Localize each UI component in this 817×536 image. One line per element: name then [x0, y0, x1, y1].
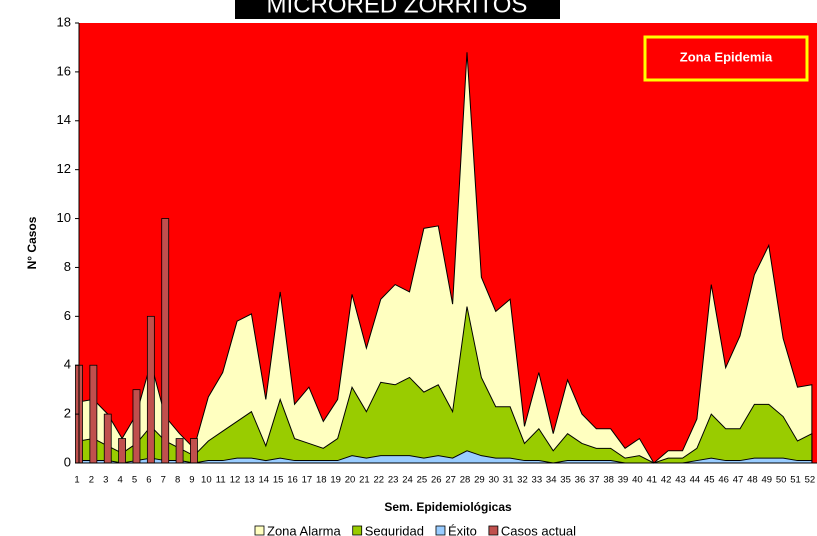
x-tick-label: 7 — [161, 475, 166, 486]
bar — [118, 438, 127, 464]
y-axis-label: N° Casos — [25, 216, 39, 269]
legend-label: Zona Alarma — [267, 523, 341, 536]
legend-swatch — [435, 525, 446, 536]
legend-label: Éxito — [448, 523, 477, 536]
bar — [161, 218, 170, 464]
x-tick-label: 46 — [718, 475, 729, 486]
x-tick-label: 15 — [273, 475, 284, 486]
x-tick-label: 44 — [690, 475, 701, 486]
x-tick-label: 31 — [503, 475, 514, 486]
y-tick-label: 16 — [57, 63, 71, 78]
x-tick-label: 18 — [316, 475, 327, 486]
x-tick-label: 12 — [230, 475, 241, 486]
x-tick-label: 22 — [373, 475, 384, 486]
x-tick-label: 35 — [560, 475, 571, 486]
annotation: Zona Epidemia — [680, 49, 773, 64]
x-tick-label: 32 — [517, 475, 528, 486]
x-tick-label: 2 — [89, 475, 94, 486]
legend-label: Casos actual — [501, 523, 576, 536]
x-tick-label: 50 — [776, 475, 787, 486]
x-tick-label: 36 — [575, 475, 586, 486]
x-tick-label: 6 — [146, 475, 151, 486]
x-tick-label: 43 — [675, 475, 686, 486]
x-tick-label: 27 — [445, 475, 456, 486]
x-tick-label: 52 — [805, 475, 816, 486]
legend-swatch — [254, 525, 265, 536]
y-tick-label: 6 — [64, 308, 71, 323]
x-tick-label: 42 — [661, 475, 672, 486]
x-tick-label: 14 — [259, 475, 270, 486]
legend-label: Seguridad — [365, 523, 424, 536]
x-tick-label: 8 — [175, 475, 180, 486]
y-tick-label: 4 — [64, 357, 71, 372]
legend-swatch — [488, 525, 499, 536]
x-tick-label: 23 — [388, 475, 399, 486]
y-tick-label: 2 — [64, 406, 71, 421]
y-tick-label: 18 — [57, 14, 71, 29]
x-tick-label: 30 — [488, 475, 499, 486]
x-axis-label: Sem. Epidemiológicas — [384, 500, 512, 514]
bar — [146, 315, 155, 464]
x-tick-label: 9 — [189, 475, 194, 486]
x-tick-label: 41 — [647, 475, 658, 486]
x-tick-label: 49 — [761, 475, 772, 486]
x-tick-label: 38 — [603, 475, 614, 486]
x-tick-label: 29 — [474, 475, 485, 486]
x-tick-label: 3 — [103, 475, 108, 486]
x-tick-label: 17 — [302, 475, 313, 486]
x-tick-label: 20 — [345, 475, 356, 486]
bar — [175, 438, 184, 464]
y-tick-label: 8 — [64, 259, 71, 274]
bar — [132, 389, 141, 464]
y-tick-label: 10 — [57, 210, 71, 225]
x-tick-label: 40 — [632, 475, 643, 486]
x-tick-label: 24 — [402, 475, 413, 486]
y-tick-label: 12 — [57, 161, 71, 176]
x-tick-label: 11 — [216, 475, 226, 486]
x-tick-label: 34 — [546, 475, 557, 486]
bar — [103, 413, 112, 464]
x-tick-label: 4 — [117, 475, 122, 486]
x-tick-label: 48 — [747, 475, 758, 486]
legend: Zona Alarma Seguridad Éxito Casos actual — [254, 523, 576, 536]
bar — [89, 364, 98, 464]
x-tick-label: 51 — [790, 475, 801, 486]
x-tick-label: 39 — [618, 475, 629, 486]
bar — [190, 438, 198, 464]
chart-title: MICRORED ZORRITOS — [267, 0, 528, 18]
title-box — [235, 0, 560, 19]
x-tick-label: 37 — [589, 475, 600, 486]
y-tick-label: 0 — [64, 454, 71, 469]
x-tick-label: 47 — [733, 475, 744, 486]
x-tick-label: 13 — [244, 475, 255, 486]
x-tick-label: 5 — [132, 475, 137, 486]
y-tick-label: 14 — [57, 112, 71, 127]
x-tick-label: 28 — [460, 475, 471, 486]
legend-swatch — [352, 525, 363, 536]
x-tick-label: 19 — [330, 475, 341, 486]
x-tick-label: 26 — [431, 475, 442, 486]
x-tick-label: 1 — [74, 475, 79, 486]
x-tick-label: 10 — [201, 475, 212, 486]
x-tick-label: 16 — [287, 475, 298, 486]
annotation-box — [643, 35, 809, 82]
x-tick-label: 25 — [417, 475, 428, 486]
x-tick-label: 45 — [704, 475, 715, 486]
x-tick-label: 33 — [532, 475, 543, 486]
x-tick-label: 21 — [359, 475, 370, 486]
